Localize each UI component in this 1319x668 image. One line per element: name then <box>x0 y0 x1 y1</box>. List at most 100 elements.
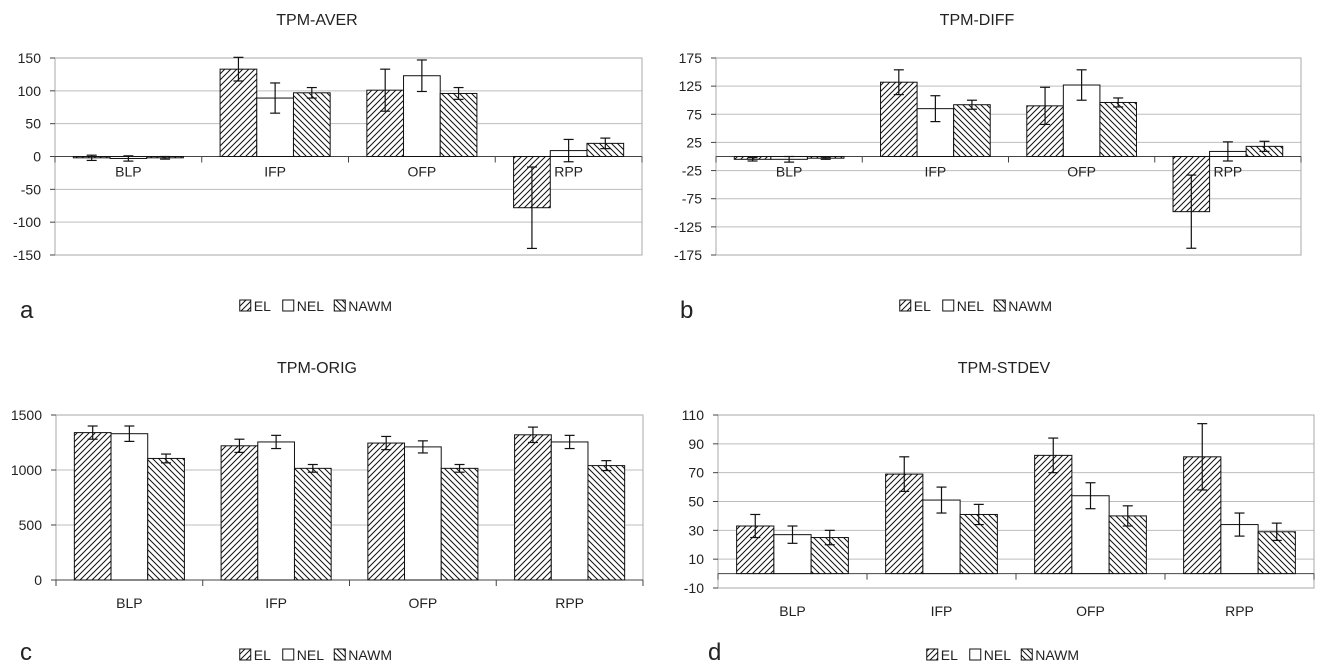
error-bar <box>820 156 831 160</box>
chart-title: TPM-DIFF <box>940 12 1015 29</box>
error-bar <box>270 82 281 114</box>
x-tick-label: RPP <box>555 595 584 611</box>
legend-label: NEL <box>957 298 984 314</box>
error-bar <box>416 59 427 93</box>
error-bar <box>930 95 941 123</box>
bar-nawm-ifp <box>293 467 332 581</box>
error-bar <box>787 525 798 544</box>
error-bar <box>1040 86 1051 126</box>
bar-nawm-ofp <box>440 467 479 581</box>
error-bar <box>564 434 575 450</box>
legend-swatch <box>969 648 982 661</box>
y-tick-label: 25 <box>686 134 702 150</box>
y-tick-label: 70 <box>688 465 704 481</box>
x-tick-label: IFP <box>931 603 953 619</box>
error-bar <box>87 425 98 440</box>
bar-nel-ifp <box>257 441 295 581</box>
error-bar <box>526 166 537 250</box>
legend-label: EL <box>941 647 958 663</box>
error-bar <box>417 440 428 454</box>
y-tick-label: 0 <box>33 149 41 165</box>
chart-title: TPM-ORIG <box>277 360 357 377</box>
error-bar <box>936 486 947 514</box>
x-tick-label: BLP <box>116 595 142 611</box>
legend-swatch <box>1020 648 1033 661</box>
error-bar <box>1271 522 1282 542</box>
legend-label: NAWM <box>1008 298 1052 314</box>
legend-swatch <box>942 299 955 312</box>
x-tick-label: BLP <box>776 164 802 180</box>
y-tick-label: 90 <box>688 436 704 452</box>
error-bar <box>1122 505 1133 527</box>
panel-label: c <box>20 639 32 666</box>
y-tick-label: -125 <box>674 219 702 235</box>
chart-title: TPM-AVER <box>276 12 357 29</box>
error-bar <box>966 99 977 110</box>
chart-legend: EL NEL NAWM <box>899 298 1052 314</box>
bar-nawm-rpp <box>587 465 626 581</box>
legend-label: NAWM <box>1035 647 1079 663</box>
chart-legend: EL NEL NAWM <box>926 647 1079 663</box>
y-tick-label: 0 <box>34 572 42 588</box>
error-bar <box>161 453 172 464</box>
x-tick-label: RPP <box>1213 164 1242 180</box>
plot-area: 0 500 1000 1500 BLP IFP OFP RPP <box>11 407 644 611</box>
legend-swatch <box>282 299 295 312</box>
legend-swatch <box>993 299 1006 312</box>
y-tick-label: 1000 <box>11 462 42 478</box>
legend-label: EL <box>254 647 271 663</box>
legend-label: EL <box>914 298 931 314</box>
bar-nel-rpp <box>550 441 589 581</box>
error-bar <box>601 460 612 472</box>
legend-label: NAWM <box>348 647 392 663</box>
y-tick-label: 30 <box>688 522 704 538</box>
error-bar <box>234 438 245 453</box>
legend-label: EL <box>254 298 271 314</box>
error-bar <box>233 56 244 82</box>
bar-el-ofp <box>367 442 406 581</box>
error-bar <box>454 463 465 473</box>
x-tick-label: BLP <box>115 164 141 180</box>
error-bar <box>1259 140 1270 153</box>
y-tick-label: -150 <box>13 247 41 263</box>
chart-panel-c: TPM-ORIG c 0 500 1000 1500 BLP IFP OFP RPP EL NE… <box>11 360 644 666</box>
y-tick-label: 75 <box>686 106 702 122</box>
error-bar <box>784 155 795 163</box>
x-tick-label: OFP <box>407 164 436 180</box>
error-bar <box>1085 482 1096 510</box>
y-tick-label: 1500 <box>11 407 42 423</box>
y-tick-label: 50 <box>25 116 41 132</box>
error-bar <box>893 69 904 96</box>
bar-nawm-ifp <box>292 92 331 158</box>
plot-area: -10 10 30 50 70 90 110 BLP IFP OFP RPP <box>682 407 1315 619</box>
bar-el-blp <box>73 432 112 581</box>
chart-panel-d: TPM-STDEV d -10 10 30 50 70 90 110 BLP IFP OFP RPP… <box>682 360 1315 666</box>
error-bar <box>160 155 171 160</box>
error-bar <box>1113 97 1124 108</box>
bar-nawm-ofp <box>439 92 478 157</box>
legend-label: NAWM <box>348 298 392 314</box>
bar-nel-blp <box>110 433 149 581</box>
error-bar <box>271 434 282 450</box>
y-tick-label: -175 <box>674 247 702 263</box>
error-bar <box>1222 141 1233 162</box>
error-bar <box>124 425 135 442</box>
x-tick-label: IFP <box>265 595 287 611</box>
legend-label: NEL <box>297 298 324 314</box>
y-tick-label: 500 <box>19 517 43 533</box>
chart-legend: EL NEL NAWM <box>239 298 392 314</box>
bar-nawm-ofp <box>1099 101 1137 157</box>
x-tick-label: OFP <box>1067 164 1096 180</box>
y-tick-label: 100 <box>18 83 42 99</box>
panel-label: b <box>680 297 693 324</box>
legend-swatch <box>926 648 939 661</box>
y-tick-label: 50 <box>688 494 704 510</box>
y-tick-label: -100 <box>13 214 41 230</box>
error-bar <box>750 513 761 539</box>
legend-label: NEL <box>984 647 1011 663</box>
error-bar <box>306 86 317 99</box>
error-bar <box>307 463 318 473</box>
y-tick-label: 110 <box>682 407 705 423</box>
x-tick-label: BLP <box>779 603 805 619</box>
x-tick-label: RPP <box>1225 603 1254 619</box>
